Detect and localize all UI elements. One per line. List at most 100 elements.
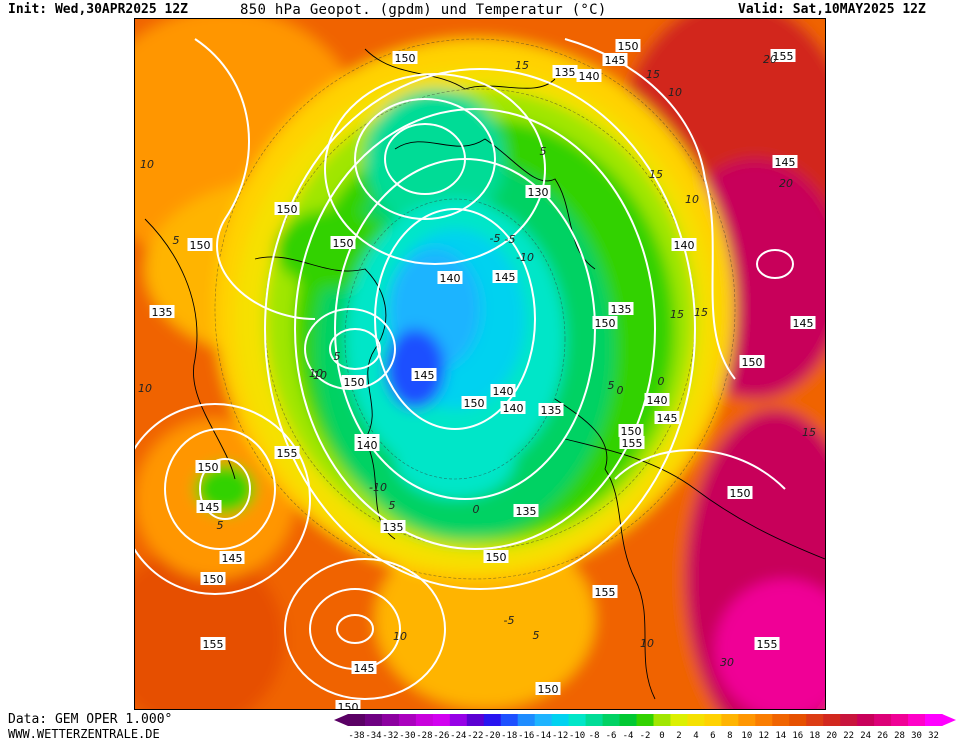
geopot-label: 135 bbox=[611, 303, 632, 316]
geopot-label-box bbox=[618, 424, 644, 437]
temp-label: 5 bbox=[540, 145, 547, 158]
temp-label: 10 bbox=[393, 630, 407, 643]
geopotential-contours bbox=[135, 38, 794, 700]
temperature-field bbox=[135, 19, 825, 709]
temp-label: -5 bbox=[505, 233, 516, 246]
geopot-label-box bbox=[535, 682, 561, 695]
temp-label: 0 bbox=[658, 375, 665, 388]
geopot-label-box bbox=[274, 202, 300, 215]
geopot-label-box bbox=[411, 368, 437, 381]
geopot-label-box bbox=[195, 460, 221, 473]
geopot-label-box bbox=[461, 396, 487, 409]
geopot-label-box bbox=[392, 51, 418, 64]
geopot-label-box bbox=[754, 637, 780, 650]
geopot-label: 150 bbox=[730, 487, 751, 500]
scale-swatch bbox=[483, 714, 502, 726]
geopot-label: 135 bbox=[383, 521, 404, 534]
geopot-label: 155 bbox=[595, 586, 616, 599]
scale-swatch bbox=[806, 714, 824, 726]
temp-label: 15 bbox=[649, 168, 663, 181]
scale-swatch bbox=[721, 714, 739, 726]
scale-swatch bbox=[432, 714, 451, 726]
color-scale-legend: -38 -34 -32 -30 -28 -26 -24 -22 -20 -18 -16 -14 -12-… bbox=[334, 714, 956, 740]
geopot-label: 150 bbox=[621, 425, 642, 438]
geopot-label: 150 bbox=[464, 397, 485, 410]
scale-swatch bbox=[568, 714, 587, 726]
scale-label: 10 bbox=[741, 731, 752, 740]
scale-label: 0 bbox=[659, 731, 664, 740]
scale-label: 18 bbox=[809, 731, 820, 740]
temp-label: -5 bbox=[504, 614, 515, 627]
geopot-label: 140 bbox=[440, 272, 461, 285]
geopot-label-box bbox=[608, 302, 634, 315]
scale-label: -4 bbox=[623, 731, 634, 740]
scale-label: -18 bbox=[501, 731, 517, 740]
geopot-label-box bbox=[790, 316, 816, 329]
scale-label: 2 bbox=[676, 731, 681, 740]
geopot-label-box bbox=[525, 185, 551, 198]
scale-swatch bbox=[738, 714, 756, 726]
scale-label: -8 bbox=[589, 731, 600, 740]
scale-swatch bbox=[874, 714, 892, 726]
scale-label: -14 bbox=[535, 731, 551, 740]
scale-swatch bbox=[789, 714, 807, 726]
scale-swatch bbox=[755, 714, 773, 726]
temp-label: 15 bbox=[515, 59, 529, 72]
geopot-label: 140 bbox=[647, 394, 668, 407]
valid-time: Valid: Sat,10MAY2025 12Z bbox=[738, 2, 926, 17]
weather-map[interactable]: 150 150 145 140 135 155 150 150 150 140 145 150 145 1… bbox=[134, 18, 826, 710]
geopot-label: 155 bbox=[773, 50, 794, 63]
scale-label: -34 bbox=[365, 731, 381, 740]
geopot-label: 130 bbox=[528, 186, 549, 199]
scale-swatch bbox=[517, 714, 536, 726]
scale-swatch bbox=[449, 714, 468, 726]
geopot-label-box bbox=[219, 551, 245, 564]
scale-label: 32 bbox=[928, 731, 939, 740]
geopot-label-box bbox=[200, 637, 226, 650]
scale-label: -12 bbox=[552, 731, 568, 740]
temp-label: 0 bbox=[473, 503, 480, 516]
temp-label: 10 bbox=[313, 369, 327, 382]
scale-swatch bbox=[619, 714, 638, 726]
scale-swatch bbox=[381, 714, 400, 726]
temp-label: 5 bbox=[608, 379, 615, 392]
geopot-label-box bbox=[187, 238, 213, 251]
geopot-label: 150 bbox=[595, 317, 616, 330]
temp-label: 15 bbox=[694, 306, 708, 319]
scale-swatch bbox=[670, 714, 688, 726]
scale-arrow-right bbox=[942, 714, 956, 726]
geopot-label-box bbox=[772, 155, 798, 168]
geopot-label-box bbox=[149, 305, 175, 318]
geopot-label: 155 bbox=[622, 437, 643, 450]
temp-label: 10 bbox=[685, 193, 699, 206]
temp-label: 10 bbox=[668, 86, 682, 99]
temp-label: 20 bbox=[779, 177, 793, 190]
geopot-label: 150 bbox=[277, 203, 298, 216]
geopot-label: 140 bbox=[579, 70, 600, 83]
temp-label: -5 bbox=[490, 232, 501, 245]
scale-label: -38 bbox=[348, 731, 364, 740]
geopot-label-box bbox=[354, 438, 380, 451]
geopot-label: 150 bbox=[395, 52, 416, 65]
geopot-label: 150 bbox=[198, 461, 219, 474]
scale-label: -32 bbox=[382, 731, 398, 740]
scale-arrow-left bbox=[334, 714, 348, 726]
geopot-label: 155 bbox=[277, 447, 298, 460]
temp-label: 0 bbox=[617, 384, 624, 397]
geopot-label-box bbox=[490, 384, 516, 397]
scale-swatch bbox=[908, 714, 926, 726]
geopot-label-box bbox=[602, 53, 628, 66]
website-link[interactable]: WWW.WETTERZENTRALE.DE bbox=[8, 727, 160, 741]
geopot-label-box bbox=[538, 403, 564, 416]
geopot-label-box bbox=[671, 238, 697, 251]
geopot-label-box bbox=[552, 65, 578, 78]
scale-swatch bbox=[636, 714, 654, 726]
geopot-label: 145 bbox=[657, 412, 678, 425]
geopot-label: 145 bbox=[414, 369, 435, 382]
temp-label: 15 bbox=[802, 426, 816, 439]
geopot-label: 150 bbox=[333, 237, 354, 250]
geopot-label-box bbox=[483, 550, 509, 563]
temp-label: -10 bbox=[516, 251, 534, 264]
geopot-label: 145 bbox=[793, 317, 814, 330]
geopot-label-box bbox=[644, 393, 670, 406]
